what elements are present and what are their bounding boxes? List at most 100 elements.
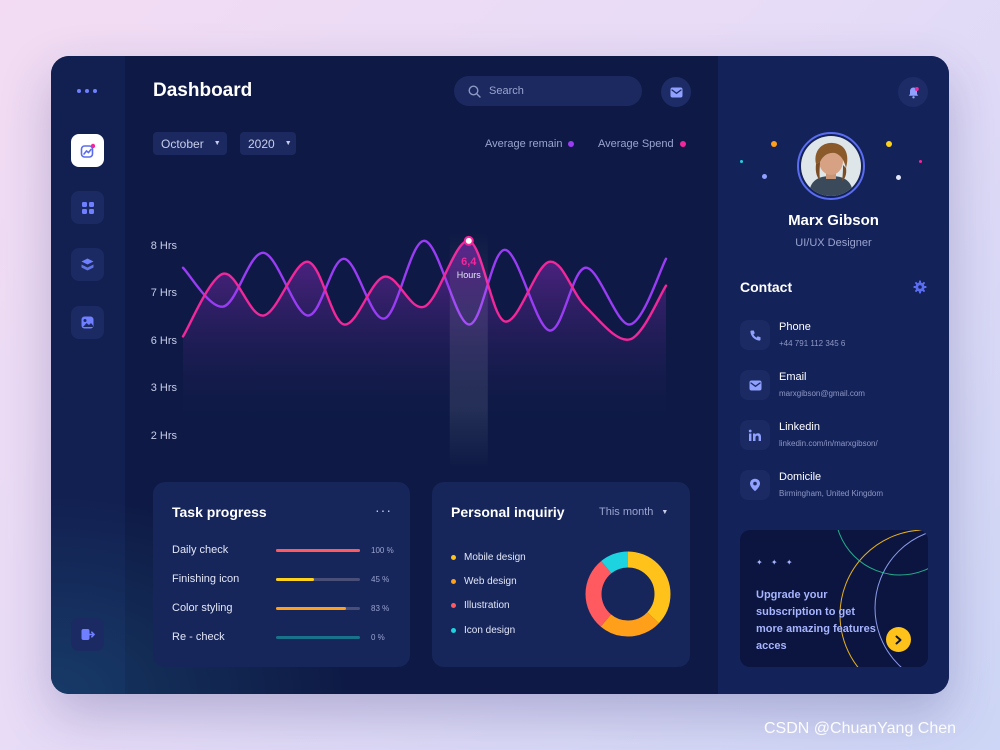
legend-dot [568, 141, 575, 147]
sidebar-item-gallery[interactable] [71, 306, 104, 339]
task-label: Finishing icon [172, 573, 240, 585]
contact-value: +44 791 112 345 6 [779, 339, 846, 348]
mail-button[interactable] [661, 77, 691, 107]
y-tick-label: 2 Hrs [151, 430, 178, 442]
bell-icon [908, 86, 919, 98]
task-row: Color styling 83 % [172, 600, 394, 616]
sidebar [51, 56, 351, 694]
task-progress-bar [276, 577, 360, 581]
image-icon [81, 316, 94, 329]
period-select[interactable]: This month ▼ [599, 506, 668, 518]
legend-spend: Average Spend [598, 138, 686, 150]
contact-domicile[interactable]: Domicile Birmingham, United Kingdom [740, 469, 883, 500]
logout-icon [81, 629, 95, 640]
task-label: Color styling [172, 602, 233, 614]
legend-dot [451, 555, 456, 560]
contact-label: Linkedin [779, 421, 820, 433]
contact-label: Phone [779, 321, 811, 333]
logout-button[interactable] [71, 618, 104, 651]
year-select-value: 2020 [248, 136, 275, 151]
layers-icon [81, 258, 94, 271]
profile-name: Marx Gibson [788, 212, 879, 229]
search-icon [468, 84, 481, 98]
year-select[interactable]: 2020 ▼ [240, 132, 296, 155]
inquiry-label: Icon design [464, 625, 516, 636]
menu-dots-icon[interactable] [77, 89, 97, 93]
search-input[interactable] [489, 85, 629, 97]
chevron-down-icon: ▼ [213, 140, 221, 147]
search-box[interactable] [454, 76, 642, 106]
inquiry-legend-item: Mobile design [451, 552, 526, 563]
chevron-down-icon: ▼ [661, 508, 669, 516]
sidebar-item-analytics[interactable] [71, 134, 104, 167]
sidebar-item-layers[interactable] [71, 248, 104, 281]
legend-dot [679, 141, 686, 147]
month-select-value: October [161, 136, 204, 151]
contact-value: linkedin.com/in/marxgibson/ [779, 439, 878, 448]
month-select[interactable]: October ▼ [153, 132, 227, 155]
inquiry-label: Web design [464, 576, 517, 587]
highlight-unit: Hours [457, 270, 482, 280]
task-row: Re - check 0 % [172, 629, 394, 645]
legend-dot [451, 579, 456, 584]
donut-slice[interactable] [585, 551, 671, 637]
notification-button[interactable] [898, 77, 928, 107]
inquiry-legend-item: Illustration [451, 600, 510, 611]
contact-label: Domicile [779, 471, 822, 483]
inquiry-card: Personal inquiriy This month ▼ Mobile de… [432, 482, 690, 667]
avatar[interactable] [797, 132, 865, 200]
profile-role: UI/UX Designer [795, 237, 872, 249]
highlight-value: 6,4 [461, 256, 477, 268]
chevron-down-icon: ▼ [284, 140, 292, 147]
chevron-right-icon [895, 635, 902, 644]
highlight-band [449, 232, 488, 466]
inquiry-donut-chart [585, 551, 671, 637]
inquiry-legend-item: Web design [451, 576, 517, 587]
task-percent: 83 % [371, 603, 390, 613]
inquiry-label: Illustration [464, 600, 510, 611]
series-line-remain [181, 239, 668, 332]
contact-phone[interactable]: Phone +44 791 112 345 6 [740, 319, 845, 350]
more-icon[interactable]: ··· [375, 502, 392, 518]
donut-slice[interactable] [585, 551, 671, 637]
sidebar-item-apps[interactable] [71, 191, 104, 224]
task-row: Finishing icon 45 % [172, 571, 394, 587]
task-progress-bar [276, 606, 360, 610]
upgrade-text: Upgrade your subscription to get more am… [756, 589, 876, 652]
inquiry-label: Mobile design [464, 552, 526, 563]
card-title: Personal inquiriy [451, 504, 565, 520]
settings-button[interactable] [913, 280, 927, 299]
upgrade-button[interactable] [886, 627, 911, 652]
task-percent: 100 % [371, 545, 394, 555]
task-progress-fill [276, 548, 360, 552]
upgrade-banner: ✦ ✦ ✦ Upgrade your subscription to get m… [740, 530, 928, 667]
decorative-arcs [837, 530, 928, 667]
main-area: Dashboard October ▼ 2020 ▼ Average remai… [125, 56, 718, 694]
legend-dot [451, 628, 456, 633]
legend-label: Average Spend [598, 138, 674, 150]
contact-title: Contact [740, 279, 793, 295]
contact-email[interactable]: Email marxgibson@gmail.com [740, 369, 865, 400]
mail-icon [749, 380, 761, 390]
donut-slice[interactable] [585, 551, 671, 637]
contact-linkedin[interactable]: Linkedin linkedin.com/in/marxgibson/ [740, 419, 878, 450]
highlight-point[interactable] [463, 235, 474, 246]
legend-label: Average remain [485, 138, 563, 150]
location-icon [750, 478, 760, 492]
legend-dot [451, 603, 456, 608]
task-progress-fill [276, 606, 346, 610]
spend-area-fill [183, 240, 666, 423]
dashboard-app: Dashboard October ▼ 2020 ▼ Average remai… [51, 56, 949, 694]
task-percent: 0 % [371, 632, 385, 642]
linkedin-icon [748, 429, 761, 441]
page-title: Dashboard [153, 80, 253, 101]
legend-remain: Average remain [485, 138, 575, 150]
grid-icon [81, 201, 94, 214]
task-progress-bar [276, 548, 360, 552]
task-label: Daily check [172, 544, 229, 556]
contact-value: Birmingham, United Kingdom [779, 489, 884, 498]
mail-icon [670, 87, 682, 97]
task-progress-fill [276, 577, 314, 581]
task-percent: 45 % [371, 574, 390, 584]
